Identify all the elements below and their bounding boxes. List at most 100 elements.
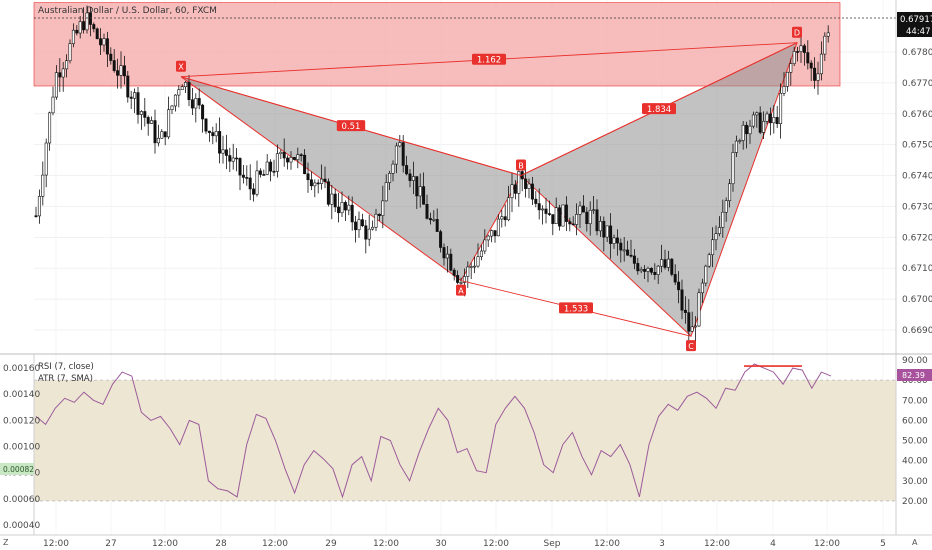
pattern-ratio-label[interactable]: 1.533 (559, 302, 593, 314)
candle (575, 203, 579, 236)
harmonic-pattern-labels[interactable]: 0.51 1.533 1.834 1.162 X A B C D (176, 26, 802, 352)
candle (221, 135, 225, 164)
candle (235, 148, 239, 172)
candle (65, 54, 69, 78)
rsi-tick-label: 20.00 (902, 497, 928, 507)
pattern-point-x[interactable]: X (176, 60, 186, 72)
candle (585, 207, 589, 232)
candle (170, 105, 174, 115)
indicator-pane[interactable] (34, 363, 896, 502)
time-tick-label: 12:00 (262, 539, 288, 549)
atr-legend[interactable]: ATR (7, SMA) (38, 374, 93, 384)
time-axis[interactable]: 12:00 27 12:00 28 12:00 29 12:00 30 12:00 Sep 12:0… (43, 539, 886, 549)
candle (71, 23, 75, 48)
rsi-legend[interactable]: RSI (7, close) (38, 362, 94, 372)
candle (636, 257, 640, 275)
rsi-tick-label: 30.00 (902, 477, 928, 487)
pattern-point-b[interactable]: B (516, 159, 526, 171)
candle (156, 124, 160, 147)
candle (748, 119, 752, 144)
countdown-badge (897, 25, 932, 37)
last-price-badge (897, 12, 932, 25)
candle (248, 164, 252, 201)
candle (809, 60, 813, 82)
candle (704, 264, 708, 287)
status-right-label[interactable]: A (912, 538, 918, 547)
candle (275, 144, 279, 178)
candle (728, 178, 732, 208)
resistance-zone[interactable] (33, 2, 841, 87)
candle (496, 214, 500, 237)
atr-tick-label: 0.00040 (3, 521, 40, 531)
time-tick-label: 12:00 (814, 539, 840, 549)
candle (105, 31, 109, 68)
time-tick-label: 30 (435, 539, 447, 549)
candle (95, 27, 99, 40)
atr-tick-label: 0.00120 (3, 416, 40, 426)
candle (826, 25, 830, 43)
candle (265, 154, 269, 176)
time-tick-label: 28 (215, 539, 227, 549)
candle (405, 155, 409, 176)
candle (615, 229, 619, 256)
candle (180, 84, 184, 90)
rsi-value: 82.39 (902, 371, 925, 380)
candle (286, 155, 290, 170)
pattern-ratio-label[interactable]: 1.834 (642, 103, 676, 115)
time-tick-label: 12:00 (594, 539, 620, 549)
candle (527, 178, 531, 199)
candle (551, 214, 555, 236)
pattern-ratio-label[interactable]: 0.51 (336, 120, 366, 132)
candle (102, 33, 106, 52)
candle (228, 147, 232, 173)
status-left-label[interactable]: Z (3, 538, 9, 547)
candle (806, 40, 810, 70)
candle (619, 238, 623, 263)
candle (238, 157, 242, 191)
candle (490, 229, 494, 243)
candle (564, 196, 568, 232)
candle (653, 263, 657, 280)
candle (598, 216, 602, 237)
rsi-tick-label: 70.00 (902, 396, 928, 406)
rsi-axis[interactable]: 90.00 80.00 70.00 60.00 50.00 40.00 30.00 20.00 (902, 356, 928, 507)
candle (82, 7, 86, 34)
time-tick-label: 5 (880, 539, 886, 549)
pattern-point-d[interactable]: D (792, 26, 802, 38)
candle (88, 6, 92, 37)
candle (68, 39, 72, 64)
candle (649, 267, 653, 275)
candle (75, 25, 79, 36)
candle (422, 172, 426, 205)
candle (374, 208, 378, 232)
candle (503, 204, 507, 227)
candle (61, 62, 65, 92)
candle (588, 201, 592, 236)
rsi-line (35, 363, 832, 499)
candle (476, 243, 480, 268)
candle (755, 111, 759, 128)
candle (126, 70, 130, 103)
candle (92, 22, 96, 33)
candlestick-series (34, 5, 830, 343)
candle (772, 105, 776, 134)
pattern-point-c[interactable]: C (686, 340, 696, 352)
candle (469, 262, 473, 280)
candle (660, 244, 664, 273)
candle (445, 245, 449, 273)
pattern-ratio-label[interactable]: 1.162 (472, 53, 506, 66)
candle (435, 208, 439, 232)
candle (724, 197, 728, 222)
pattern-point-a[interactable]: A (456, 284, 466, 296)
candle (371, 220, 375, 231)
time-tick-label: 12:00 (43, 539, 69, 549)
candle (347, 195, 351, 216)
candle (581, 195, 585, 213)
candle (524, 166, 528, 198)
